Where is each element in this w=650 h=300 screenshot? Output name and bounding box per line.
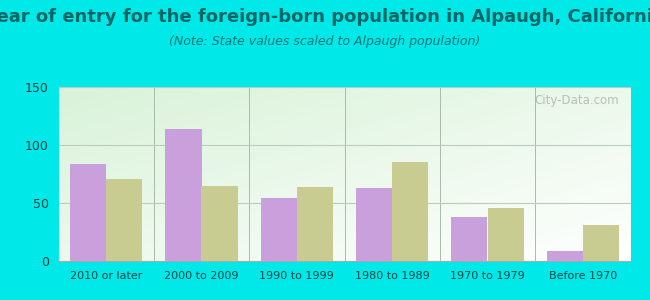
Bar xyxy=(583,225,619,261)
Bar xyxy=(356,188,392,261)
Bar xyxy=(451,217,488,261)
Bar xyxy=(261,198,297,261)
Bar xyxy=(202,186,238,261)
Text: (Note: State values scaled to Alpaugh population): (Note: State values scaled to Alpaugh po… xyxy=(170,34,480,47)
Text: Year of entry for the foreign-born population in Alpaugh, California: Year of entry for the foreign-born popul… xyxy=(0,8,650,26)
Bar xyxy=(165,129,202,261)
Bar xyxy=(70,164,106,261)
Bar xyxy=(547,250,583,261)
Text: City-Data.com: City-Data.com xyxy=(534,94,619,107)
Bar xyxy=(106,178,142,261)
Bar xyxy=(297,187,333,261)
Bar xyxy=(392,162,428,261)
Bar xyxy=(488,208,524,261)
